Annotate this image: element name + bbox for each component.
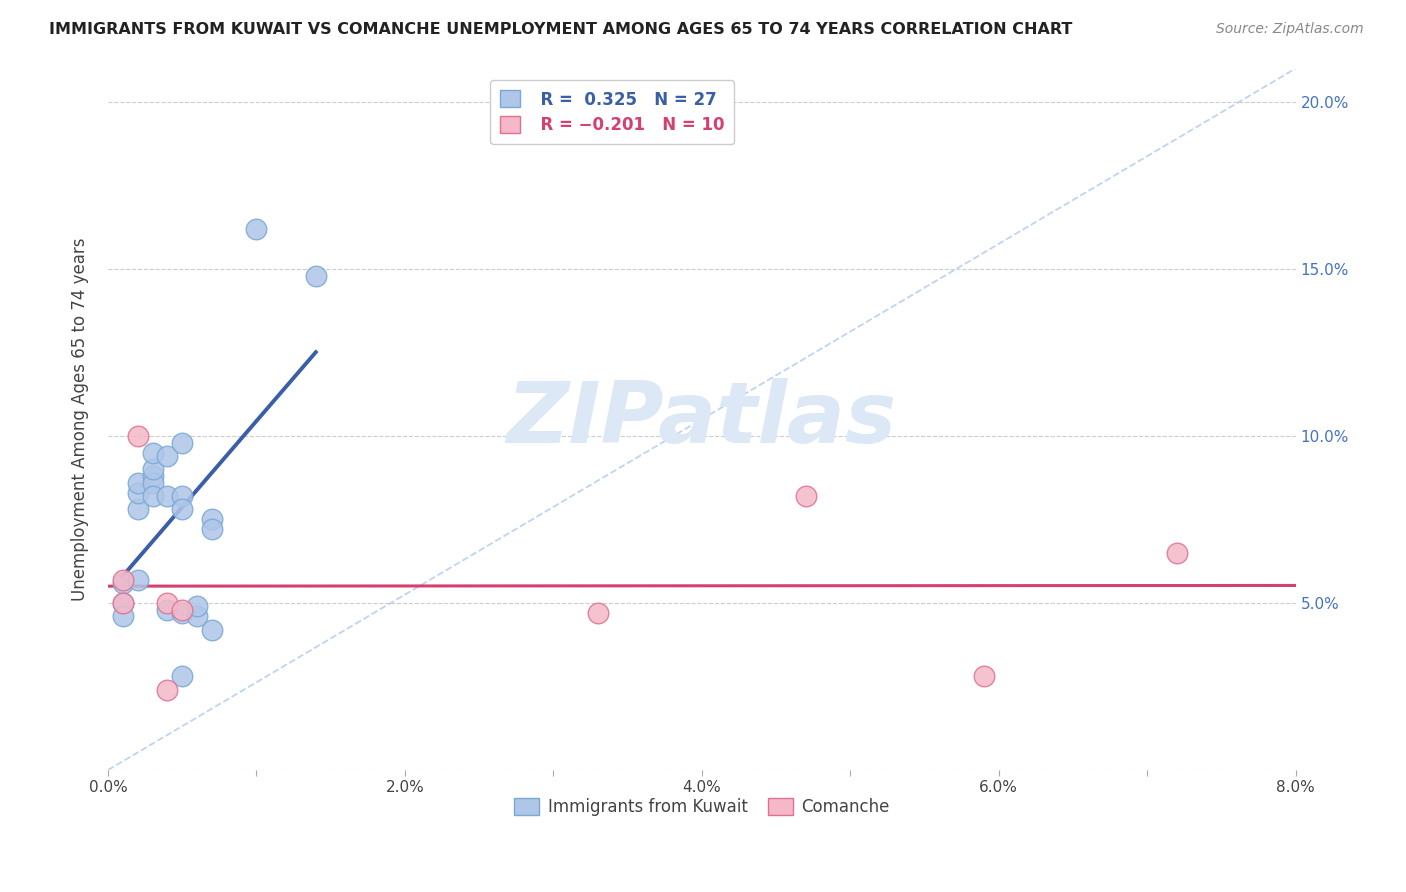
Point <box>186 609 208 624</box>
Point <box>111 573 134 587</box>
Point <box>201 512 224 526</box>
Text: ZIPatlas: ZIPatlas <box>506 377 897 461</box>
Point <box>201 623 224 637</box>
Point <box>172 489 194 503</box>
Point <box>111 596 134 610</box>
Legend: Immigrants from Kuwait, Comanche: Immigrants from Kuwait, Comanche <box>506 790 897 825</box>
Point <box>111 596 134 610</box>
Point <box>973 669 995 683</box>
Point <box>172 602 194 616</box>
Point <box>186 599 208 614</box>
Point <box>141 489 163 503</box>
Point <box>156 449 179 463</box>
Point <box>305 268 328 283</box>
Point <box>245 222 267 236</box>
Point <box>586 606 609 620</box>
Point <box>172 435 194 450</box>
Point <box>1166 546 1188 560</box>
Point <box>111 609 134 624</box>
Point <box>172 669 194 683</box>
Point <box>127 573 149 587</box>
Point <box>141 475 163 490</box>
Point <box>127 475 149 490</box>
Point <box>127 485 149 500</box>
Point <box>156 682 179 697</box>
Point <box>201 523 224 537</box>
Point <box>156 602 179 616</box>
Text: IMMIGRANTS FROM KUWAIT VS COMANCHE UNEMPLOYMENT AMONG AGES 65 TO 74 YEARS CORREL: IMMIGRANTS FROM KUWAIT VS COMANCHE UNEMP… <box>49 22 1073 37</box>
Point <box>111 576 134 591</box>
Point <box>172 502 194 516</box>
Point <box>141 445 163 459</box>
Point <box>794 489 817 503</box>
Point <box>127 502 149 516</box>
Point <box>141 469 163 483</box>
Point <box>127 429 149 443</box>
Point <box>156 596 179 610</box>
Point <box>141 462 163 476</box>
Point <box>172 606 194 620</box>
Y-axis label: Unemployment Among Ages 65 to 74 years: Unemployment Among Ages 65 to 74 years <box>72 237 89 601</box>
Point <box>156 489 179 503</box>
Text: Source: ZipAtlas.com: Source: ZipAtlas.com <box>1216 22 1364 37</box>
